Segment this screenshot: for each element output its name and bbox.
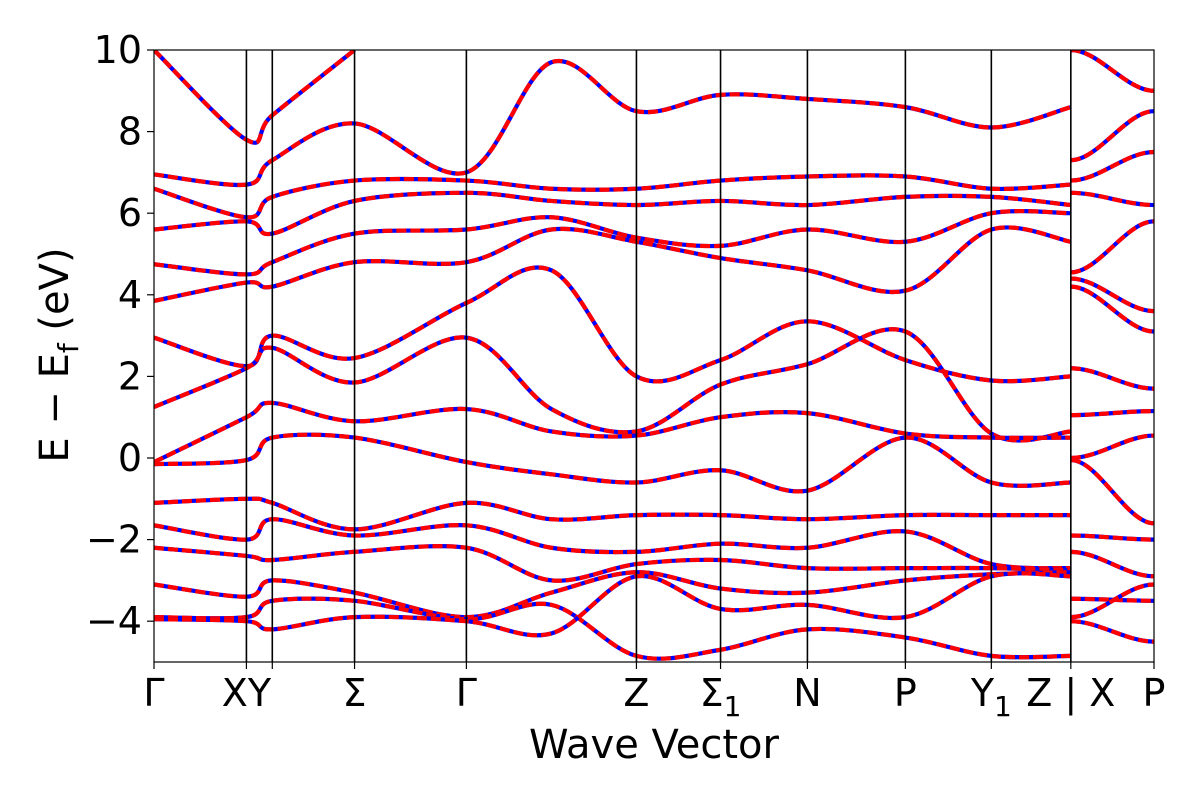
band-line-red [1070, 50, 1154, 93]
y-tick-label: 4 [118, 273, 142, 317]
y-tick-label: 8 [118, 110, 142, 154]
plot-frame [153, 49, 1155, 663]
band-line-red [1070, 366, 1154, 391]
band-line-red [154, 570, 1071, 620]
band-line-red [1070, 533, 1154, 542]
band-line-red [154, 50, 356, 145]
x-tick-label: Σ1 [700, 671, 742, 723]
x-tick-label: Z | X [1026, 671, 1115, 716]
x-tick-label: Σ [343, 671, 367, 715]
band-line-red [1070, 219, 1154, 275]
x-tick-label: Z [623, 671, 649, 715]
band-line-red [1070, 408, 1154, 418]
band-line-blue [154, 432, 1071, 494]
band-line-red [154, 596, 1071, 661]
x-tick-label: N [793, 671, 821, 715]
band-line-blue [154, 517, 1071, 571]
x-axis-title: Wave Vector [529, 722, 780, 768]
y-axis-title-sub: f [52, 342, 85, 353]
band-line-red [154, 327, 1072, 443]
y-axis-title-unit: (eV) [32, 247, 78, 343]
x-tick-label: P [894, 671, 917, 715]
y-tick-label: 6 [118, 191, 142, 235]
x-tick-label: Γ [456, 671, 477, 715]
band-line-red [1070, 109, 1154, 163]
band-line-red [1070, 582, 1154, 620]
band-line-red [1070, 149, 1154, 183]
band-line-red [1070, 596, 1154, 603]
y-axis-ticks: −4 −2 0 2 4 6 8 10 [86, 28, 154, 643]
band-line-red [1070, 433, 1154, 461]
x-axis-ticks: Γ XY Σ Γ Z Σ1 N P Y1 Z | X P [143, 662, 1165, 723]
band-line-red [154, 517, 1071, 571]
band-line-blue [154, 225, 1072, 303]
band-line-blue [154, 327, 1072, 443]
y-tick-label: −2 [86, 518, 142, 562]
band-line-blue [154, 58, 1072, 188]
band-line-red [1070, 619, 1154, 644]
y-tick-label: 10 [94, 28, 142, 72]
x-tick-label: Y1 [970, 671, 1012, 723]
band-line-blue [154, 208, 1071, 277]
y-tick-label: −4 [86, 599, 142, 643]
band-line-red [1070, 284, 1154, 334]
x-tick-label: P [1143, 671, 1166, 715]
y-tick-label: 0 [118, 436, 142, 480]
band-line-red [1070, 276, 1154, 314]
y-tick-label: 2 [118, 354, 142, 398]
y-axis-title: E − Ef (eV) [32, 247, 85, 462]
x-tick-label: XY [222, 671, 272, 715]
band-line-red [154, 190, 1072, 237]
x-tick-label: Γ [143, 671, 164, 715]
bands-layer [154, 50, 1154, 661]
y-axis-title-main: E − E [32, 353, 78, 463]
band-line-red [1070, 190, 1154, 208]
band-line-red [154, 496, 1071, 532]
band-line-red [154, 265, 1071, 384]
band-line-red [1070, 457, 1154, 526]
band-line-red [1070, 549, 1154, 579]
band-line-red [154, 58, 1072, 188]
high-symmetry-lines [245, 50, 1072, 662]
band-line-blue [1070, 457, 1154, 526]
band-line-red [154, 208, 1071, 277]
band-line-blue [154, 265, 1071, 384]
